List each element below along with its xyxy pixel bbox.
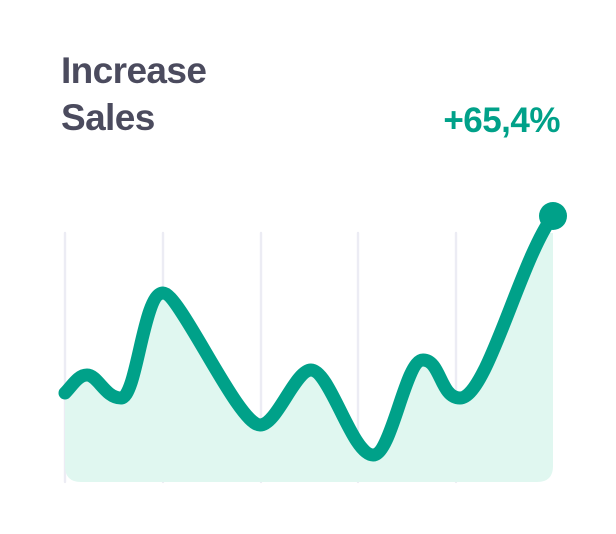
- status-badge: +65,4%: [443, 101, 560, 140]
- chart-trend-line: [58, 209, 560, 462]
- chart-area-fill: [65, 233, 553, 482]
- chart-area-group: [65, 233, 553, 482]
- chart-endpoint-marker[interactable]: [539, 202, 567, 230]
- card-header: Increase Sales +65,4%: [0, 0, 616, 180]
- page-title: Increase Sales: [61, 50, 207, 138]
